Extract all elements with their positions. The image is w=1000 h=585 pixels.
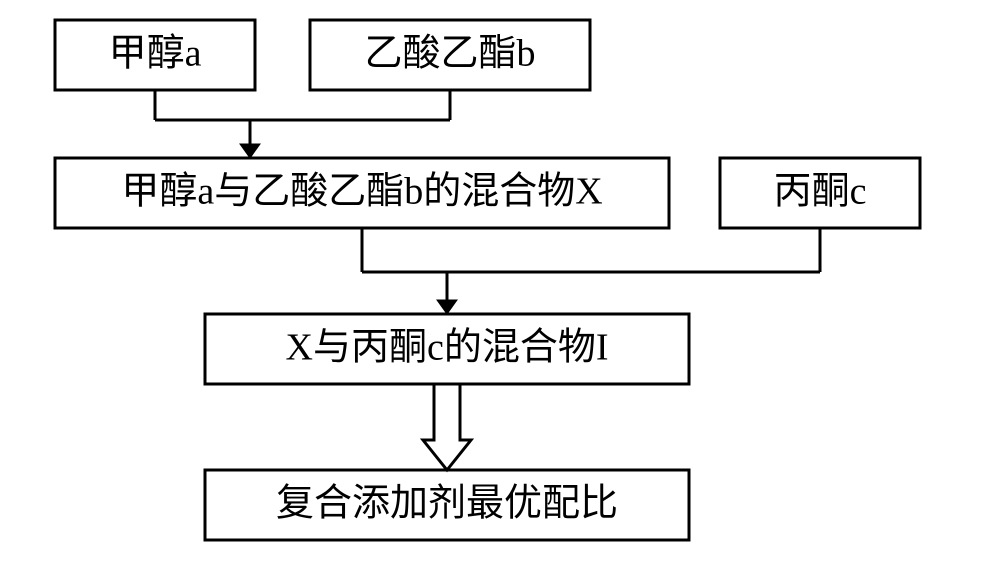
node-n3: 甲醇a与乙酸乙酯b的混合物X [55, 158, 669, 228]
node-n3-label: 甲醇a与乙酸乙酯b的混合物X [121, 171, 602, 213]
node-n5: X与丙酮c的混合物I [205, 314, 689, 384]
node-n1: 甲醇a [55, 20, 255, 90]
node-n2-label: 乙酸乙酯b [364, 33, 535, 75]
node-n1-label: 甲醇a [109, 33, 202, 75]
node-n4-label: 丙酮c [774, 171, 867, 213]
node-n5-label: X与丙酮c的混合物I [286, 327, 609, 369]
edge-open-arrow [423, 384, 471, 470]
edge-merge2-arrowhead [437, 300, 457, 314]
node-n6: 复合添加剂最优配比 [205, 470, 689, 540]
edge-merge1-arrowhead [240, 144, 260, 158]
node-n6-label: 复合添加剂最优配比 [276, 483, 618, 525]
node-n2: 乙酸乙酯b [310, 20, 590, 90]
node-n4: 丙酮c [720, 158, 920, 228]
flowchart-canvas: 甲醇a 乙酸乙酯b 甲醇a与乙酸乙酯b的混合物X 丙酮c X与丙酮c的混合物I 复合添加剂… [0, 0, 1000, 585]
